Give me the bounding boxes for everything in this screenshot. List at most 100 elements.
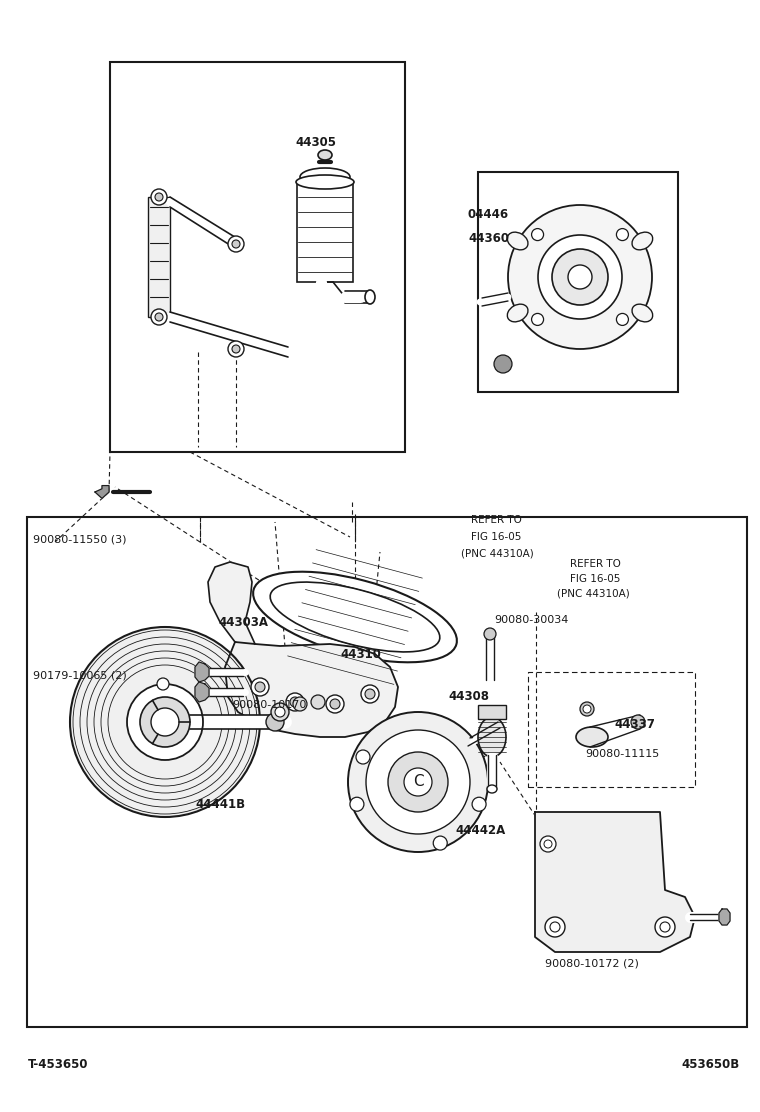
Text: 44305: 44305 — [295, 136, 336, 149]
Circle shape — [616, 229, 629, 240]
Circle shape — [404, 768, 432, 796]
Circle shape — [251, 678, 269, 696]
Polygon shape — [95, 486, 109, 498]
Circle shape — [157, 678, 169, 691]
Text: 44441B: 44441B — [195, 797, 245, 811]
Circle shape — [151, 189, 167, 205]
Text: 44442A: 44442A — [455, 824, 505, 836]
Bar — [478, 705, 506, 719]
Polygon shape — [719, 909, 730, 925]
Circle shape — [583, 705, 591, 713]
Bar — [148, 197, 170, 317]
Circle shape — [544, 840, 552, 848]
Ellipse shape — [365, 290, 375, 304]
Circle shape — [356, 749, 370, 764]
Circle shape — [484, 628, 496, 641]
Ellipse shape — [300, 168, 350, 186]
Ellipse shape — [271, 582, 440, 652]
Ellipse shape — [253, 572, 457, 663]
Text: 04446: 04446 — [468, 208, 509, 220]
Circle shape — [540, 836, 556, 852]
Circle shape — [232, 240, 240, 248]
Circle shape — [361, 685, 379, 703]
Circle shape — [552, 249, 608, 305]
Circle shape — [631, 715, 645, 729]
Circle shape — [70, 627, 260, 817]
Circle shape — [127, 684, 203, 759]
Text: T-453650: T-453650 — [28, 1058, 88, 1071]
Text: C: C — [413, 774, 423, 790]
Polygon shape — [195, 682, 209, 702]
Bar — [478, 172, 678, 393]
Circle shape — [655, 917, 675, 937]
Circle shape — [472, 797, 486, 812]
Text: 44303A: 44303A — [218, 616, 268, 628]
Ellipse shape — [478, 717, 506, 757]
Circle shape — [286, 693, 304, 711]
Text: 44308: 44308 — [448, 691, 489, 704]
Circle shape — [290, 697, 300, 707]
Polygon shape — [195, 662, 209, 682]
Circle shape — [326, 695, 344, 713]
Circle shape — [660, 922, 670, 932]
Text: (PNC 44310A): (PNC 44310A) — [461, 549, 534, 558]
Circle shape — [330, 699, 340, 709]
Ellipse shape — [508, 305, 528, 321]
Text: 453650B: 453650B — [682, 1058, 740, 1071]
Circle shape — [151, 309, 167, 325]
Text: FIG 16-05: FIG 16-05 — [471, 533, 521, 542]
Text: FIG 16-05: FIG 16-05 — [570, 574, 620, 584]
Circle shape — [271, 703, 289, 721]
Text: 90080-10172 (2): 90080-10172 (2) — [545, 959, 639, 969]
Circle shape — [508, 205, 652, 349]
Circle shape — [388, 752, 448, 812]
Circle shape — [311, 695, 325, 709]
Text: 44337: 44337 — [614, 717, 655, 731]
Circle shape — [365, 689, 375, 699]
Circle shape — [531, 229, 543, 240]
Circle shape — [293, 697, 307, 711]
Bar — [297, 182, 353, 282]
Ellipse shape — [318, 150, 332, 160]
Ellipse shape — [632, 305, 653, 321]
Circle shape — [155, 312, 163, 321]
Text: REFER TO: REFER TO — [471, 516, 522, 525]
Text: 90080-30034: 90080-30034 — [494, 615, 568, 625]
Text: 90080-10170: 90080-10170 — [232, 699, 306, 709]
Circle shape — [155, 193, 163, 201]
Circle shape — [568, 265, 592, 289]
Circle shape — [366, 729, 470, 834]
Text: 90080-11115: 90080-11115 — [585, 749, 659, 759]
Circle shape — [616, 314, 629, 326]
Circle shape — [232, 345, 240, 353]
Text: (PNC 44310A): (PNC 44310A) — [557, 589, 630, 599]
Circle shape — [348, 712, 488, 852]
Text: 44310: 44310 — [340, 647, 381, 661]
Ellipse shape — [508, 232, 528, 250]
Bar — [27, 517, 747, 1027]
Ellipse shape — [632, 232, 653, 250]
Circle shape — [531, 314, 543, 326]
Polygon shape — [535, 812, 695, 952]
Bar — [110, 62, 405, 451]
Circle shape — [550, 922, 560, 932]
Circle shape — [538, 235, 622, 319]
Text: 90179-10065 (2): 90179-10065 (2) — [33, 671, 127, 681]
Circle shape — [494, 355, 512, 373]
Ellipse shape — [296, 175, 354, 189]
Ellipse shape — [576, 727, 608, 747]
Circle shape — [433, 836, 447, 850]
Circle shape — [266, 713, 284, 731]
Text: 90080-11550 (3): 90080-11550 (3) — [33, 535, 126, 545]
Text: 44360: 44360 — [468, 231, 509, 245]
Text: REFER TO: REFER TO — [570, 559, 621, 569]
Polygon shape — [225, 642, 398, 737]
Circle shape — [350, 797, 364, 812]
Circle shape — [275, 707, 285, 717]
Circle shape — [255, 682, 265, 692]
Circle shape — [151, 708, 179, 736]
Circle shape — [228, 236, 244, 252]
Circle shape — [228, 341, 244, 357]
Circle shape — [580, 702, 594, 716]
Circle shape — [545, 917, 565, 937]
